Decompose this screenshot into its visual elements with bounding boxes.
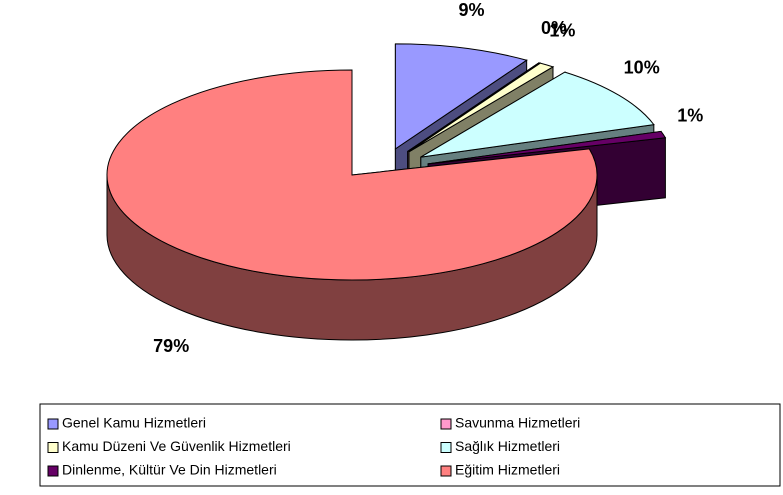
data-label: 1% [549, 21, 575, 41]
legend-swatch [440, 418, 452, 430]
legend-swatch [47, 418, 59, 430]
pie-tops [106, 43, 667, 281]
data-label: 79% [153, 336, 189, 356]
legend-swatch [440, 465, 452, 477]
legend-swatch [440, 442, 452, 453]
data-label: 0% [541, 18, 567, 38]
data-label: 10% [624, 58, 660, 78]
slice [428, 130, 667, 165]
slice [394, 43, 528, 150]
legend-label: Genel Kamu Hizmetleri [62, 415, 206, 431]
slice [106, 69, 598, 281]
data-label: 1% [677, 106, 703, 126]
legend-swatch [47, 442, 59, 453]
data-label: 9% [459, 0, 485, 20]
slice [407, 62, 540, 152]
legend-label: Kamu Düzeni Ve Güvenlik Hizmetleri [62, 438, 291, 454]
legend-label: Dinlenme, Kültür Ve Din Hizmetleri [62, 462, 277, 478]
legend-box [39, 403, 781, 487]
legend-label: Eğitim Hizmetleri [455, 462, 560, 478]
slice [420, 71, 655, 158]
legend-label: Savunma Hizmetleri [455, 415, 580, 431]
legend-label: Sağlık Hizmetleri [455, 438, 560, 454]
slice [408, 62, 555, 153]
legend-swatch [47, 465, 59, 477]
